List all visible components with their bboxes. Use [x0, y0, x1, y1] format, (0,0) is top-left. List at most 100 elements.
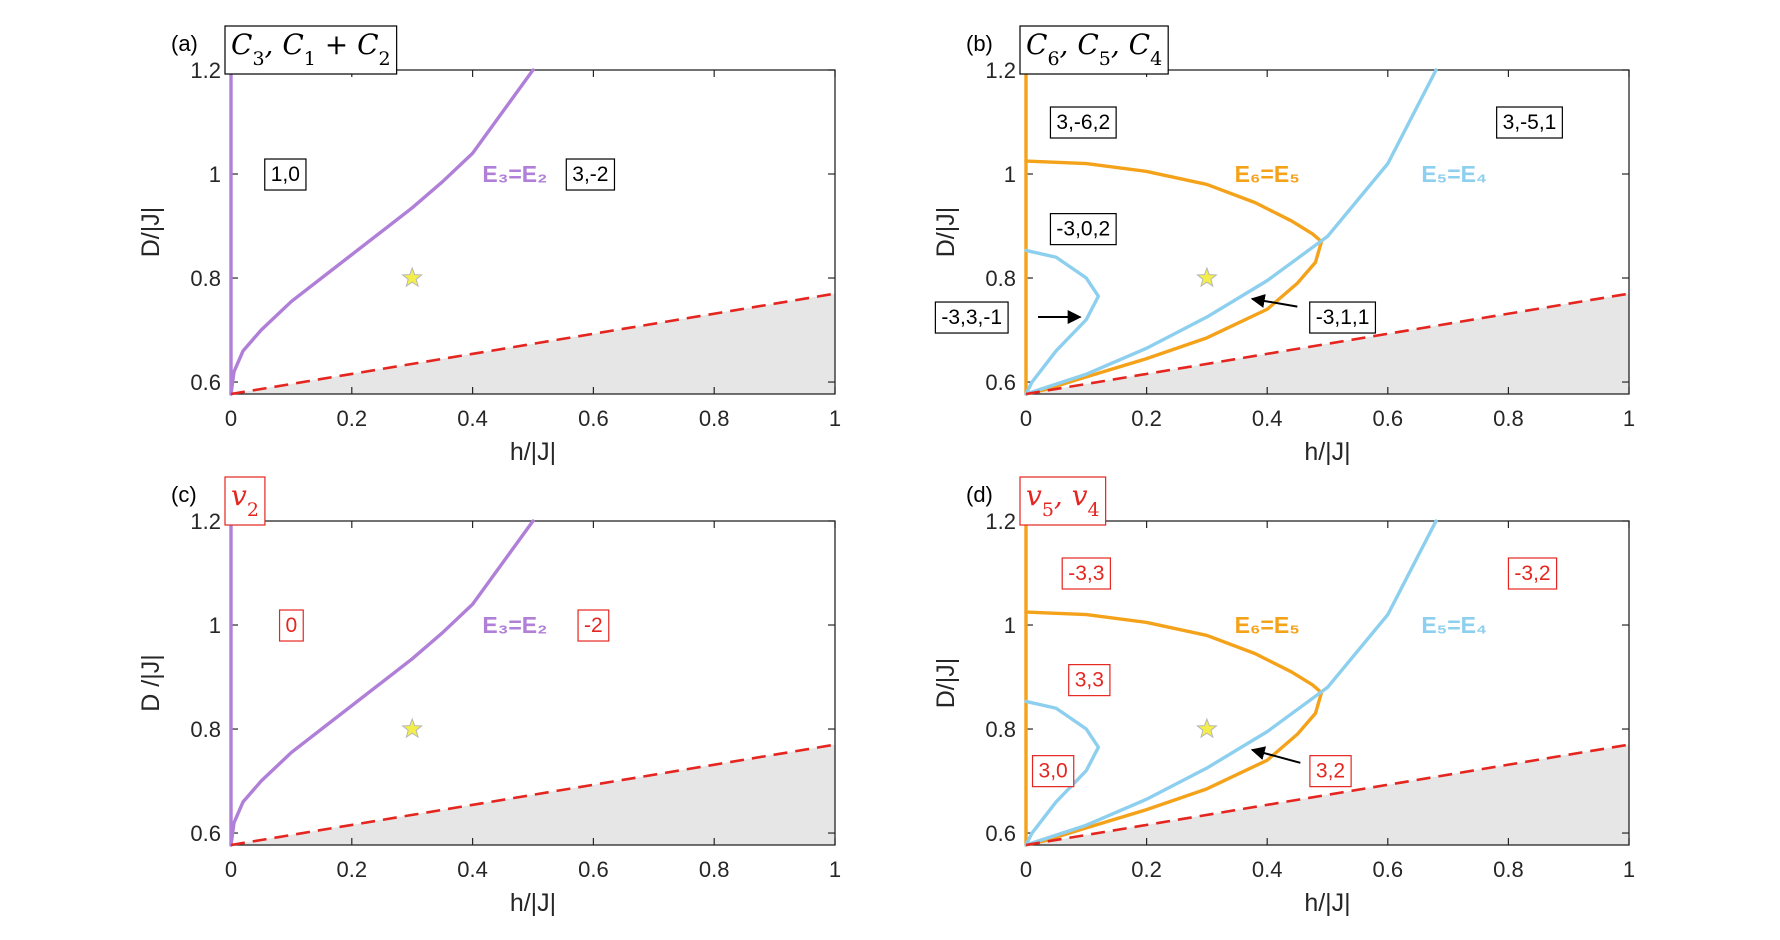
series-line-main-0: [1024, 610, 1324, 847]
region-label: -3,3,-1: [941, 306, 1002, 329]
y-tick-label: 0.8: [985, 717, 1016, 742]
panel-title-box: [1019, 25, 1169, 75]
x-tick-label: 0.2: [1131, 857, 1162, 882]
x-tick-label: 0: [1020, 406, 1032, 431]
y-tick-label: 1: [209, 613, 221, 638]
x-tick-label: 0.8: [1493, 857, 1524, 882]
y-tick-label: 0.6: [190, 821, 221, 846]
x-tick-label: 1: [1623, 857, 1635, 882]
series-line-main-0: [229, 68, 535, 396]
x-tick-label: 0.6: [1373, 406, 1404, 431]
x-tick-label: 0.2: [337, 857, 368, 882]
panel-d: 0 0.2 0.4 0.6 0.8 1 0.6 0.8 1 1.2 h/|J| D/|J| -3,3 -3…: [932, 476, 1635, 917]
y-tick-label: 0.8: [190, 266, 221, 291]
region-label: 3,-5,1: [1503, 111, 1557, 134]
y-tick-label: 0.8: [985, 266, 1016, 291]
x-tick-label: 0: [1020, 857, 1032, 882]
panel-title-box: [224, 476, 266, 526]
x-tick-label: 0.4: [1252, 406, 1283, 431]
region-label-box: [565, 158, 616, 191]
x-tick-label: 1: [1623, 406, 1635, 431]
x-axis-label: h/|J|: [1304, 438, 1350, 466]
region-label-box: [577, 609, 610, 642]
series-line-main-2: [1024, 519, 1438, 847]
region-label: 3,-6,2: [1056, 111, 1110, 134]
star-marker: [401, 266, 424, 288]
region-label: -3,0,2: [1056, 218, 1110, 241]
x-tick-label: 0.4: [457, 857, 488, 882]
shaded-region: [1026, 744, 1629, 845]
region-label-box: [278, 609, 304, 642]
region-label-box: [1496, 106, 1563, 139]
shaded-region: [231, 293, 835, 394]
region-label-box: [1061, 557, 1111, 590]
curve-label: E₅=E₄: [1421, 612, 1487, 638]
y-tick-label: 1: [1004, 162, 1016, 187]
x-tick-label: 0.4: [457, 406, 488, 431]
panel-title: C6, C5, C4: [1026, 28, 1162, 70]
star-marker: [1196, 717, 1218, 739]
series-line-branch-3: [1024, 699, 1101, 847]
region-label-box: [1507, 557, 1558, 590]
x-tick-label: 0.8: [699, 857, 730, 882]
y-tick-label: 1: [1004, 613, 1016, 638]
x-tick-label: 0.8: [1493, 406, 1524, 431]
x-axis-label: h/|J|: [1304, 889, 1350, 917]
region-label: -3,1,1: [1316, 306, 1370, 329]
annotation-arrow: [1250, 294, 1298, 308]
y-tick-label: 1.2: [190, 58, 221, 83]
panel-title-box: [224, 25, 398, 75]
boundary-dashed-line: [1025, 292, 1630, 396]
boundary-dashed-line: [230, 292, 836, 396]
region-label-box: [934, 301, 1009, 334]
y-tick-label: 1: [209, 162, 221, 187]
x-tick-label: 0.6: [578, 857, 609, 882]
region-label-box: [1031, 755, 1075, 788]
region-label-box: [1309, 755, 1352, 788]
y-axis-label: D/|J|: [932, 658, 960, 709]
series-line-main-0: [1024, 159, 1324, 396]
y-axis-label: D /|J|: [137, 654, 165, 711]
x-tick-label: 0: [225, 406, 237, 431]
x-tick-label: 0.2: [1131, 406, 1162, 431]
y-tick-label: 0.6: [985, 370, 1016, 395]
region-label: -2: [584, 614, 603, 637]
x-tick-label: 0.6: [578, 406, 609, 431]
y-tick-label: 0.6: [190, 370, 221, 395]
y-tick-label: 1.2: [985, 509, 1016, 534]
curve-label: E₃=E₂: [482, 612, 547, 638]
series-line-branch-3: [1024, 248, 1101, 396]
region-label: 0: [286, 614, 298, 637]
x-axis-label: h/|J|: [510, 438, 556, 466]
x-tick-label: 0.8: [699, 406, 730, 431]
x-tick-label: 0.6: [1373, 857, 1404, 882]
x-tick-label: 1: [829, 406, 841, 431]
y-axis-label: D/|J|: [932, 207, 960, 258]
panel-title: v2: [231, 479, 259, 521]
x-tick-label: 0.2: [337, 406, 368, 431]
panel-label: (d): [966, 482, 993, 507]
curve-label: E₆=E₅: [1235, 161, 1300, 187]
y-tick-label: 1.2: [985, 58, 1016, 83]
region-label: -3,2: [1514, 562, 1550, 585]
region-label-box: [1049, 106, 1117, 139]
curve-label: E₃=E₂: [482, 161, 547, 187]
y-tick-label: 0.8: [190, 717, 221, 742]
shaded-region: [1026, 293, 1629, 394]
boundary-dashed-line: [1025, 743, 1630, 847]
panel-label: (c): [171, 482, 197, 507]
region-label: 3,0: [1039, 760, 1068, 783]
panel-b: 0 0.2 0.4 0.6 0.8 1 0.6 0.8 1 1.2 h/|J| D/|J| 3,-6,2…: [932, 25, 1635, 466]
y-axis-label: D/|J|: [137, 207, 165, 258]
x-tick-label: 1: [829, 857, 841, 882]
series-line-main-0: [229, 519, 535, 847]
curve-label: E₆=E₅: [1235, 612, 1300, 638]
panel-title: C3, C1 + C2: [231, 28, 391, 70]
panel-title-box: [1019, 476, 1107, 526]
panel-a: 0 0.2 0.4 0.6 0.8 1 0.6 0.8 1 1.2 h/|J| D/|J| 1,0 3,-…: [137, 25, 841, 466]
panel-c: 0 0.2 0.4 0.6 0.8 1 0.6 0.8 1 1.2 h/|J| D /|J| 0 -2 E₃…: [137, 476, 841, 917]
boundary-dashed-line: [230, 743, 836, 847]
panel-label: (b): [966, 31, 993, 56]
region-label-box: [1049, 213, 1117, 246]
